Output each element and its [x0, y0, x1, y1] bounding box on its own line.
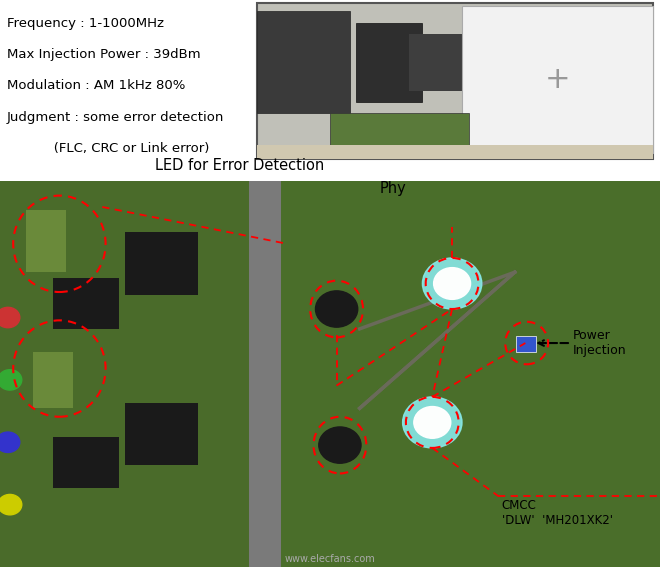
Text: LED for Error Detection: LED for Error Detection [155, 158, 324, 173]
Text: Max Injection Power : 39dBm: Max Injection Power : 39dBm [7, 48, 200, 61]
Circle shape [0, 432, 20, 452]
Text: Frequency : 1-1000MHz: Frequency : 1-1000MHz [7, 17, 164, 30]
FancyBboxPatch shape [249, 181, 281, 567]
FancyBboxPatch shape [33, 352, 73, 408]
Text: Phy: Phy [379, 181, 407, 196]
Circle shape [0, 494, 22, 515]
Circle shape [0, 370, 22, 390]
Circle shape [422, 258, 482, 309]
FancyBboxPatch shape [53, 437, 119, 488]
Circle shape [315, 291, 358, 327]
Text: www.elecfans.com: www.elecfans.com [284, 554, 376, 564]
FancyBboxPatch shape [125, 232, 198, 295]
Circle shape [319, 427, 361, 463]
Circle shape [414, 407, 451, 438]
FancyBboxPatch shape [26, 210, 66, 272]
FancyBboxPatch shape [53, 278, 119, 329]
Circle shape [0, 307, 20, 328]
FancyBboxPatch shape [516, 336, 536, 352]
FancyBboxPatch shape [125, 403, 198, 465]
FancyBboxPatch shape [409, 34, 462, 91]
FancyBboxPatch shape [281, 181, 660, 567]
Text: +: + [545, 65, 570, 94]
FancyBboxPatch shape [330, 113, 469, 153]
Text: Modulation : AM 1kHz 80%: Modulation : AM 1kHz 80% [7, 79, 185, 92]
Text: (FLC, CRC or Link error): (FLC, CRC or Link error) [7, 142, 209, 155]
Text: Judgment : some error detection: Judgment : some error detection [7, 111, 224, 124]
FancyBboxPatch shape [0, 181, 274, 567]
Circle shape [403, 397, 462, 448]
Text: CMCC
'DLW'  'MH201XK2': CMCC 'DLW' 'MH201XK2' [502, 499, 612, 527]
FancyBboxPatch shape [257, 11, 350, 113]
Text: Power
Injection: Power Injection [573, 329, 626, 357]
Circle shape [434, 268, 471, 299]
FancyBboxPatch shape [462, 6, 653, 153]
FancyBboxPatch shape [257, 3, 653, 159]
FancyBboxPatch shape [356, 23, 422, 102]
FancyBboxPatch shape [257, 145, 653, 159]
